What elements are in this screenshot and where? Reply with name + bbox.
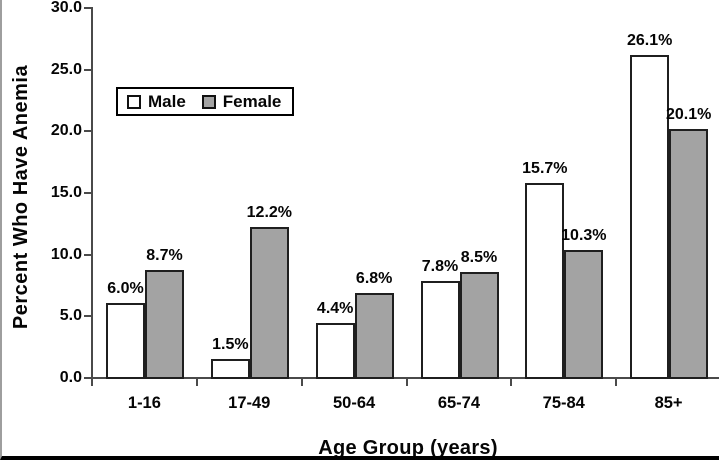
bar-value-label: 4.4% [316, 299, 354, 317]
bar-value-label: 26.1% [626, 32, 673, 50]
y-tick-mark [84, 68, 92, 71]
x-tick-label: 75-84 [542, 394, 585, 412]
y-tick-label: 20.0 [50, 122, 82, 140]
x-tick-mark [510, 379, 513, 386]
x-axis-line [91, 377, 719, 379]
legend-female-label: Female [222, 92, 282, 111]
y-tick-label: 25.0 [50, 60, 82, 78]
bar-male-75-84 [525, 183, 565, 379]
x-tick-label: 50-64 [332, 394, 376, 412]
bar-value-label: 6.8% [355, 270, 393, 288]
y-tick-label: 0.0 [59, 369, 82, 386]
bar-value-label: 7.8% [421, 257, 459, 275]
bar-value-label: 10.3% [561, 226, 607, 244]
bar-male-1-16 [106, 303, 145, 379]
y-tick-label: 30.0 [50, 0, 82, 16]
bar-value-label: 8.7% [146, 246, 183, 264]
x-tick-label: 65-74 [437, 394, 481, 412]
bar-female-75-84 [564, 249, 604, 379]
y-tick-label: 15.0 [50, 184, 82, 201]
bar-male-85+ [630, 55, 670, 379]
bar-value-label: 15.7% [522, 160, 568, 178]
legend: Male Female [116, 87, 295, 116]
x-tick-mark [300, 379, 303, 386]
bar-value-label: 6.0% [107, 280, 144, 297]
bar-female-50-64 [354, 293, 394, 379]
y-tick-mark [84, 315, 92, 318]
bar-value-label: 20.1% [665, 106, 712, 124]
bar-value-label: 1.5% [212, 335, 249, 353]
x-tick-mark [195, 379, 198, 386]
bar-male-65-74 [420, 280, 460, 379]
y-tick-mark [84, 130, 92, 133]
x-tick-mark [91, 379, 93, 386]
y-tick-mark [84, 253, 92, 256]
bar-female-85+ [669, 129, 709, 379]
legend-male-label: Male [148, 92, 186, 111]
y-axis-title: Percent Who Have Anemia [10, 64, 32, 330]
x-tick-label: 85+ [654, 394, 683, 412]
bar-male-50-64 [315, 322, 355, 379]
y-tick-label: 5.0 [59, 307, 82, 325]
legend-male-swatch [127, 94, 141, 109]
y-tick-mark [84, 192, 92, 194]
x-tick-label: 17-49 [228, 394, 271, 412]
y-tick-mark [84, 377, 92, 379]
bar-female-1-16 [145, 269, 184, 379]
bar-male-17-49 [210, 358, 250, 379]
bar-female-65-74 [459, 272, 499, 379]
bar-value-label: 12.2% [246, 203, 293, 221]
y-axis-line [91, 7, 93, 379]
x-tick-label: 1-16 [127, 394, 161, 412]
bar-female-17-49 [249, 226, 289, 379]
y-tick-mark [84, 7, 92, 9]
x-tick-mark [405, 379, 408, 386]
legend-female-swatch [201, 94, 216, 109]
x-axis-title: Age Group (years) [318, 437, 498, 459]
bar-value-label: 8.5% [460, 249, 498, 267]
y-tick-label: 10.0 [50, 245, 82, 263]
x-tick-mark [615, 379, 618, 386]
